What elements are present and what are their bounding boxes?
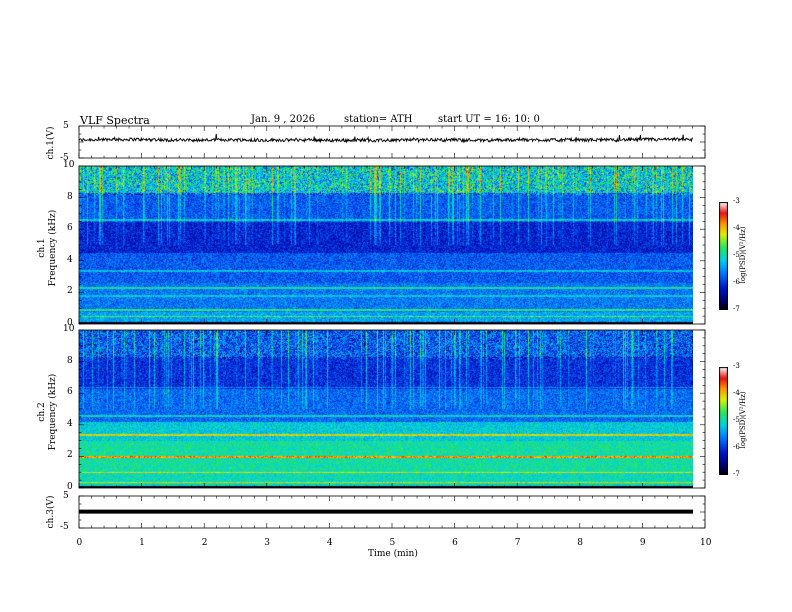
x-tick-label: 4 — [326, 538, 333, 548]
ch1-spec-ylabel-bottom: Frequency (kHz) — [48, 209, 58, 287]
spec-ytick-label: 6 — [67, 387, 73, 398]
ch1-spec-frame — [78, 165, 706, 325]
x-tick-label: 2 — [201, 538, 208, 548]
chart-title: VLF Spectra — [80, 114, 150, 127]
ch3-wave-ytick-bottom: -5 — [60, 522, 69, 532]
spec-ytick-label: 2 — [67, 286, 73, 297]
colorbar-tick-label: -6 — [733, 443, 740, 451]
colorbar-tick-label: -7 — [733, 305, 740, 313]
spec-ytick-label: 10 — [63, 160, 75, 170]
colorbar-tick-label: -4 — [733, 389, 740, 397]
ch1-spec-ylabel: ch.1 Frequency (kHz) — [37, 208, 59, 288]
colorbar-tick-label: -4 — [733, 224, 740, 232]
x-tick-label: 1 — [139, 538, 145, 548]
colorbar-tick-label: -6 — [733, 278, 740, 286]
ch1-wave-ytick-top: 5 — [63, 121, 69, 131]
ch1-wave-ylabel: ch.1(V) — [46, 126, 56, 160]
station-label: station= ATH — [344, 114, 413, 125]
spec-ytick-label: 8 — [67, 355, 73, 366]
date-label: Jan. 9 , 2026 — [251, 114, 316, 125]
start-ut-label: start UT = 16: 10: 0 — [438, 114, 540, 125]
colorbar-tick-label: -7 — [733, 470, 740, 478]
ch1-spec-ylabel-top: ch.1 — [37, 238, 47, 258]
colorbar-tick-label: -3 — [733, 197, 740, 205]
ch3-wave-ylabel: ch.3(V) — [46, 495, 56, 529]
ch2-spec-frame — [78, 329, 706, 489]
ch1-colorbar-label: log(PSD)(V²/Hz) — [739, 226, 747, 284]
x-tick-label: 6 — [452, 538, 458, 548]
ch2-spectrogram-image — [79, 330, 693, 488]
spec-ytick-label: 2 — [67, 450, 73, 461]
x-tick-label: 8 — [577, 538, 584, 548]
x-tick-label: 7 — [514, 538, 521, 548]
ch1-wave-ytick-bottom: -5 — [60, 153, 69, 163]
colorbar-tick-label: -3 — [733, 362, 740, 370]
x-tick-label: 0 — [76, 538, 83, 548]
spec-ytick-label: 4 — [67, 418, 73, 429]
ch2-colorbar — [719, 367, 728, 475]
ch2-spec-ylabel: ch.2 Frequency (kHz) — [37, 372, 59, 452]
spec-ytick-label: 0 — [67, 482, 73, 492]
spec-ytick-label: 8 — [67, 191, 73, 202]
ch2-spec-ylabel-bottom: Frequency (kHz) — [48, 373, 58, 451]
x-tick-label: 3 — [264, 538, 271, 548]
x-axis-label: Time (min) — [368, 549, 418, 559]
ch1-colorbar — [719, 202, 728, 310]
x-tick-label: 10 — [700, 538, 712, 548]
spec-ytick-label: 6 — [67, 223, 73, 234]
ch3-wave-ytick-top: 5 — [63, 491, 69, 501]
colorbar-tick-label: -5 — [733, 251, 740, 259]
ch2-colorbar-label: log(PSD)(V²/Hz) — [739, 391, 747, 449]
ch2-spec-ylabel-top: ch.2 — [37, 402, 47, 422]
spec-ytick-label: 0 — [67, 318, 73, 328]
x-tick-label: 9 — [639, 538, 646, 548]
spec-ytick-label: 10 — [63, 324, 75, 334]
ch1-spectrogram-image — [79, 166, 693, 324]
colorbar-tick-label: -5 — [733, 416, 740, 424]
spec-ytick-label: 4 — [67, 254, 73, 265]
x-tick-label: 5 — [389, 538, 396, 548]
ch1-waveform-line — [78, 133, 694, 144]
